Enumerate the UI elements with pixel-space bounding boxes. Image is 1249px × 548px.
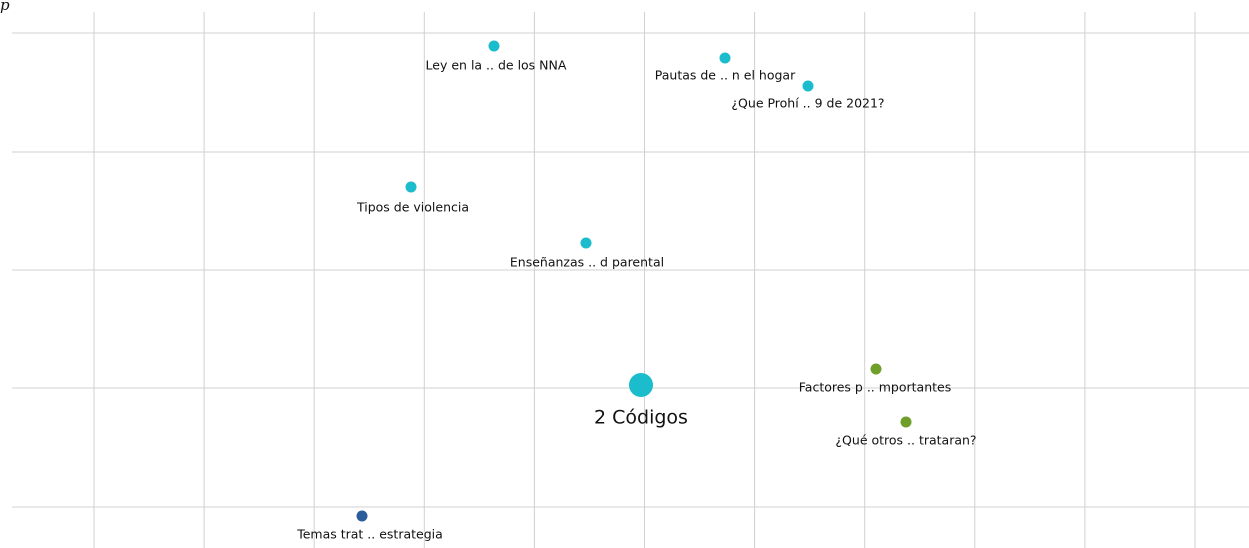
node[interactable]: Factores p .. mportantes (799, 363, 951, 395)
node[interactable]: Ley en la .. de los NNA (426, 40, 567, 73)
node-dot[interactable] (719, 52, 731, 64)
node[interactable]: Tipos de violencia (356, 181, 469, 215)
node-label: ¿Qué otros .. trataran? (835, 433, 976, 448)
node[interactable]: ¿Que Prohí .. 9 de 2021? (731, 80, 885, 111)
node-dot[interactable] (629, 373, 653, 397)
node-label: Tipos de violencia (356, 200, 469, 215)
node-dot[interactable] (870, 363, 882, 375)
node[interactable]: Enseñanzas .. d parental (510, 237, 664, 270)
node-label: Pautas de .. n el hogar (655, 68, 796, 83)
node-dot[interactable] (356, 510, 368, 522)
corner-text: p (0, 0, 10, 14)
node-label: 2 Códigos (594, 407, 688, 429)
node[interactable]: Pautas de .. n el hogar (655, 52, 796, 83)
node-label: ¿Que Prohí .. 9 de 2021? (731, 96, 884, 111)
node-dot[interactable] (580, 237, 592, 249)
node-label: Enseñanzas .. d parental (510, 255, 664, 270)
node-dot[interactable] (405, 181, 417, 193)
node-dot[interactable] (488, 40, 500, 52)
node[interactable]: Temas trat .. estrategia (296, 510, 443, 542)
node-label: Temas trat .. estrategia (296, 527, 443, 542)
node-label: Factores p .. mportantes (799, 380, 951, 395)
node-dot[interactable] (802, 80, 814, 92)
node[interactable]: 2 Códigos (594, 373, 688, 429)
node-dot[interactable] (900, 416, 912, 428)
grid (12, 12, 1249, 548)
node[interactable]: ¿Qué otros .. trataran? (835, 416, 977, 448)
node-label: Ley en la .. de los NNA (426, 58, 567, 73)
